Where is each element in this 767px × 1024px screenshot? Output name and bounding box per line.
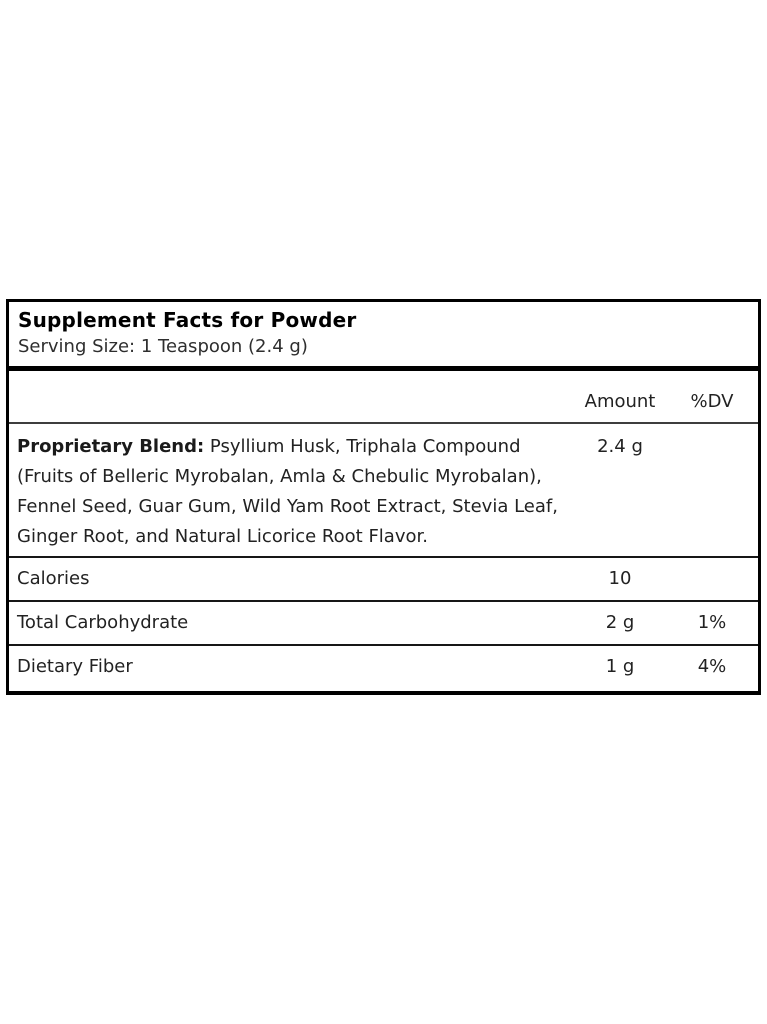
amount-column-header: Amount <box>584 391 656 412</box>
dv-column-header: %DV <box>690 391 734 412</box>
supplement-facts-panel: Supplement Facts for Powder Serving Size… <box>6 299 761 695</box>
nutrient-amount: 10 <box>608 568 632 589</box>
nutrient-name: Calories <box>17 568 90 589</box>
nutrient-dv: 1% <box>697 612 727 633</box>
nutrient-amount: 1 g <box>605 656 635 677</box>
table-row-dietary-fiber: Dietary Fiber 1 g 4% <box>9 646 758 691</box>
serving-size-text: Serving Size: 1 Teaspoon (2.4 g) <box>18 336 308 357</box>
table-row-total-carbohydrate: Total Carbohydrate 2 g 1% <box>9 602 758 646</box>
table-row-calories: Calories 10 <box>9 558 758 602</box>
panel-title: Supplement Facts for Powder <box>18 308 357 332</box>
proprietary-blend-description: Proprietary Blend: Psyllium Husk, Tripha… <box>17 432 571 552</box>
nutrient-amount: 2.4 g <box>597 436 643 457</box>
nutrient-dv: 4% <box>697 656 727 677</box>
proprietary-blend-label: Proprietary Blend: <box>17 436 205 457</box>
nutrient-name: Dietary Fiber <box>17 656 133 677</box>
column-header-spacer <box>17 390 571 414</box>
column-header-row: Amount %DV <box>9 371 758 424</box>
nutrient-name: Total Carbohydrate <box>17 612 189 633</box>
panel-header: Supplement Facts for Powder Serving Size… <box>9 302 758 371</box>
proprietary-blend-ingredients: Psyllium Husk, Triphala Compound (Fruits… <box>17 436 558 547</box>
proprietary-blend-row: Proprietary Blend: Psyllium Husk, Tripha… <box>9 424 758 558</box>
nutrient-amount: 2 g <box>605 612 635 633</box>
